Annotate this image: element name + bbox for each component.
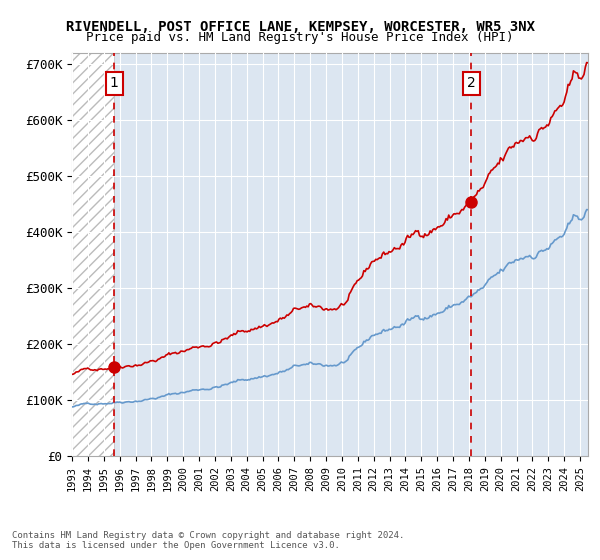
Text: Price paid vs. HM Land Registry's House Price Index (HPI): Price paid vs. HM Land Registry's House … [86, 31, 514, 44]
Text: 1: 1 [110, 76, 119, 90]
Text: Contains HM Land Registry data © Crown copyright and database right 2024.
This d: Contains HM Land Registry data © Crown c… [12, 530, 404, 550]
Text: RIVENDELL, POST OFFICE LANE, KEMPSEY, WORCESTER, WR5 3NX: RIVENDELL, POST OFFICE LANE, KEMPSEY, WO… [65, 20, 535, 34]
Text: 2: 2 [467, 76, 476, 90]
